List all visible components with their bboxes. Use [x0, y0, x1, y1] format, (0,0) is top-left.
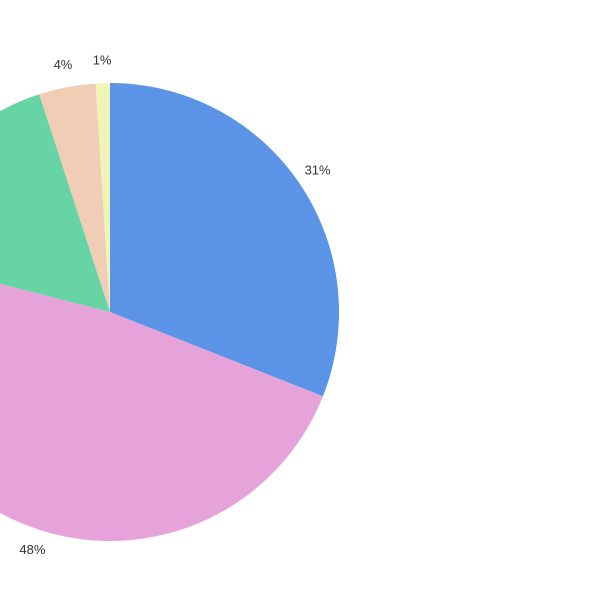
- pie-slice: [39, 83, 110, 313]
- pie-slice: [95, 83, 110, 312]
- slice-label: 4%: [54, 57, 73, 72]
- slice-label: 48%: [19, 542, 45, 557]
- pie-slice: [0, 94, 110, 312]
- pie-slice: [0, 283, 323, 541]
- slice-label: 31%: [305, 162, 331, 177]
- slice-label: 1%: [93, 53, 112, 68]
- pie-slice: [110, 83, 340, 397]
